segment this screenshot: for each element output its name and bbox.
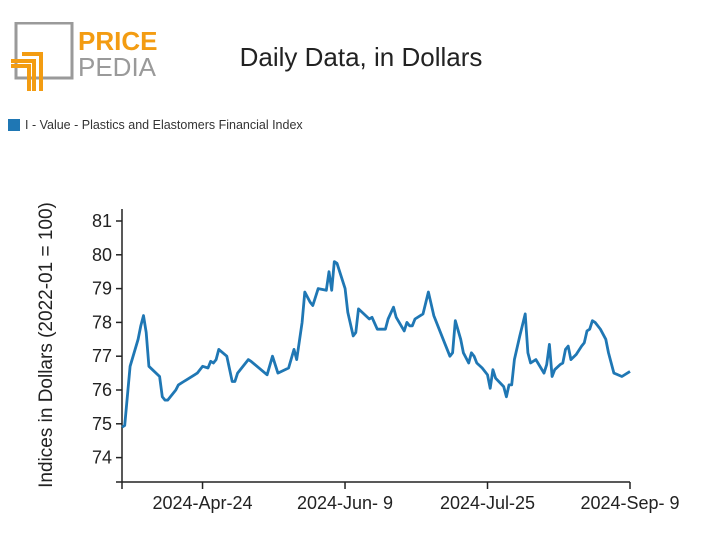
y-tick-label: 77 — [92, 346, 112, 366]
x-tick-label: 2024-Sep- 9 — [580, 493, 679, 513]
y-tick-label: 79 — [92, 279, 112, 299]
series-layer — [121, 260, 631, 429]
x-axis: 2024-Apr-24 2024-Jun- 9 2024-Jul-25 2024-Se… — [116, 481, 680, 513]
series-line — [121, 260, 631, 429]
legend-label: I - Value - Plastics and Elastomers Fina… — [25, 118, 303, 132]
y-tick-label: 75 — [92, 414, 112, 434]
x-tick-label: 2024-Jun- 9 — [297, 493, 393, 513]
pricepedia-logo-mark: PRICE PEDIA — [11, 21, 157, 91]
y-tick-label: 80 — [92, 245, 112, 265]
y-axis-label: Indices in Dollars (2022-01 = 100) — [36, 202, 57, 488]
y-tick-label: 81 — [92, 211, 112, 231]
y-tick-label: 74 — [92, 448, 112, 468]
chart-title: Daily Data, in Dollars — [239, 42, 483, 72]
pricepedia-logo[interactable]: PRICE PEDIA — [6, 21, 166, 94]
y-tick-label: 76 — [92, 380, 112, 400]
legend[interactable]: I - Value - Plastics and Elastomers Fina… — [8, 118, 303, 132]
legend-swatch — [8, 119, 20, 131]
x-tick-label: 2024-Apr-24 — [152, 493, 252, 513]
logo-orange-bracket-outer — [11, 59, 36, 91]
logo-text-pedia: PEDIA — [78, 52, 157, 82]
logo-text-price: PRICE — [78, 26, 157, 56]
x-tick-label: 2024-Jul-25 — [440, 493, 535, 513]
logo-orange-bracket-inner — [22, 52, 43, 91]
y-tick-label: 78 — [92, 312, 112, 332]
y-axis: 74 75 76 77 78 79 80 81 — [92, 209, 123, 482]
logo-gray-square — [14, 21, 74, 80]
